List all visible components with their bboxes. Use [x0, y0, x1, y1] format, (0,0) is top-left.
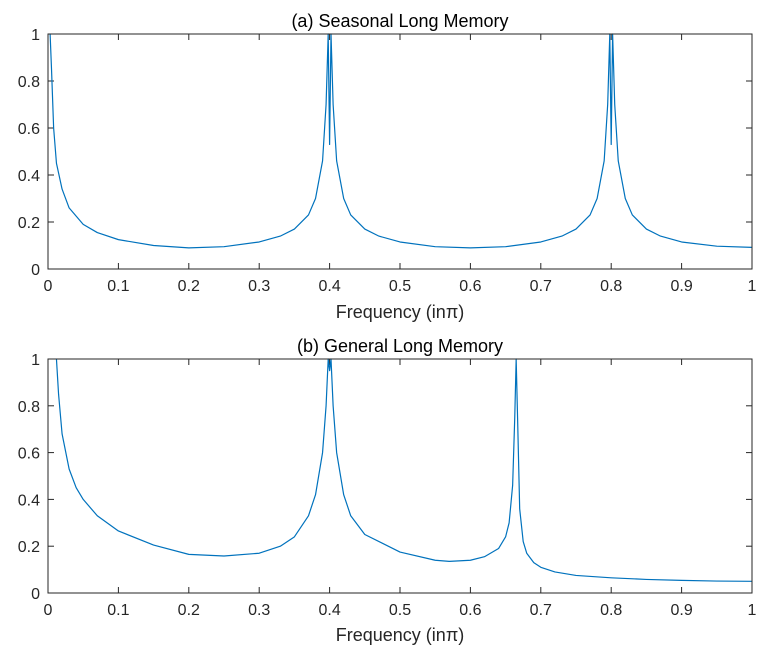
x-tick-label: 0.9: [670, 278, 692, 295]
y-tick-label: 0.4: [18, 168, 40, 185]
axis-ticks: 0 0.1 0.2 0.3 0.4 0.5 0.6 0.7 0.8 0.9 1 0 0.2 0.4 0.6 0…: [18, 352, 757, 619]
x-tick-label: 0.6: [459, 278, 481, 295]
x-tick-label: 0: [44, 278, 53, 295]
y-tick-label: 0.8: [18, 74, 40, 91]
x-tick-label: 0: [44, 602, 53, 619]
x-tick-label: 0.8: [600, 278, 622, 295]
axes-frame: [47, 33, 753, 270]
y-tick-label: 0.6: [18, 446, 40, 463]
series-line: [55, 358, 753, 582]
chart-title: (b) General Long Memory: [297, 336, 503, 356]
data-series-line: [55, 358, 753, 582]
x-tick-label: 0.4: [318, 602, 340, 619]
x-tick-label: 0.2: [178, 602, 200, 619]
y-tick-label: 0: [31, 262, 40, 279]
x-tick-label: 1: [748, 278, 757, 295]
chart-panel-general: (b) General Long Memory 0 0.1 0.2 0.3 0.4 0.5…: [18, 336, 757, 645]
x-axis-label: Frequency (inπ): [336, 302, 464, 322]
x-tick-label: 0.9: [670, 602, 692, 619]
x-axis-label: Frequency (inπ): [336, 625, 464, 645]
x-tick-label: 0.7: [530, 278, 552, 295]
y-tick-label: 0: [31, 586, 40, 603]
x-tick-label: 0.5: [389, 602, 411, 619]
x-tick-label: 0.4: [318, 278, 340, 295]
y-tick-label: 1: [31, 27, 40, 44]
axis-ticks: 0 0.1 0.2 0.3 0.4 0.5 0.6 0.7 0.8 0.9 1 0 0.2 0.4 0.6 0…: [18, 27, 757, 295]
chart-title: (a) Seasonal Long Memory: [291, 11, 508, 31]
x-tick-label: 0.5: [389, 278, 411, 295]
x-tick-label: 0.3: [248, 278, 270, 295]
y-tick-label: 0.2: [18, 215, 40, 232]
y-tick-label: 1: [31, 352, 40, 369]
series-line: [49, 33, 753, 249]
y-tick-label: 0.6: [18, 121, 40, 138]
plot-area: [48, 359, 752, 593]
x-tick-label: 0.1: [107, 602, 129, 619]
x-tick-label: 0.8: [600, 602, 622, 619]
y-tick-label: 0.8: [18, 399, 40, 416]
y-tick-label: 0.2: [18, 539, 40, 556]
x-tick-label: 0.6: [459, 602, 481, 619]
chart-panel-seasonal: (a) Seasonal Long Memory 0 0.1 0.2 0.3 0.4 0.…: [18, 11, 757, 322]
x-tick-label: 0.7: [530, 602, 552, 619]
x-tick-label: 0.3: [248, 602, 270, 619]
axes-frame: [47, 358, 753, 594]
data-series-line: [49, 33, 753, 249]
x-tick-label: 1: [748, 602, 757, 619]
y-tick-label: 0.4: [18, 492, 40, 509]
x-tick-label: 0.2: [178, 278, 200, 295]
x-tick-label: 0.1: [107, 278, 129, 295]
plot-area: [48, 34, 752, 269]
